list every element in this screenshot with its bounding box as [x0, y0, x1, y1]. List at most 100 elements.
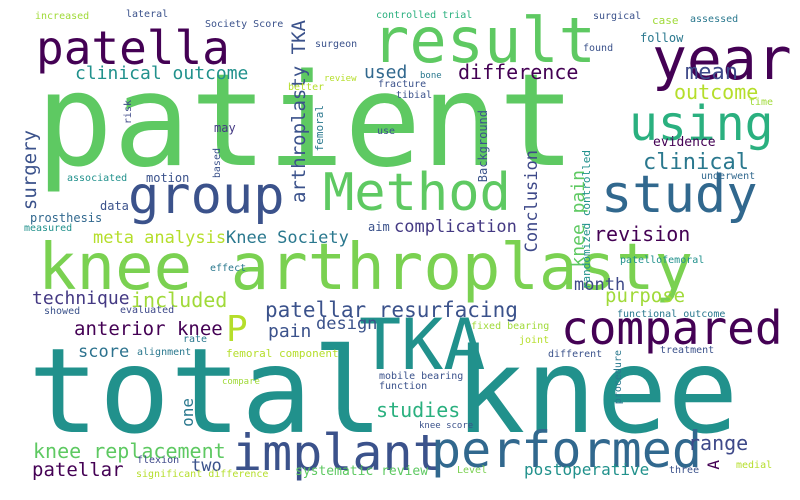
word-patellar: patellar — [32, 459, 124, 481]
word-method: Method — [323, 163, 511, 223]
word-using: using — [629, 96, 774, 152]
word-increased: increased — [35, 11, 90, 22]
word-month: month — [574, 275, 626, 295]
word-alignment: alignment — [137, 347, 192, 358]
word-aim: aim — [368, 220, 390, 234]
word-group: group — [128, 166, 285, 226]
word-significant-difference: significant difference — [136, 469, 269, 480]
word-year: year — [652, 25, 792, 93]
word-design: design — [316, 314, 378, 334]
word-randomized-controlled: randomized controlled — [580, 150, 593, 290]
word-difference: difference — [458, 60, 579, 84]
word-purpose: purpose — [605, 285, 686, 307]
word-surgery: surgery — [19, 130, 41, 211]
word-better: better — [288, 82, 325, 93]
word-femoral: femoral — [313, 105, 326, 152]
word-three: three — [669, 465, 700, 476]
word-underwent: underwent — [701, 171, 756, 182]
word-studies: studies — [376, 398, 461, 422]
word-flexion: flexion — [137, 455, 180, 466]
word-knee-society: Knee Society — [226, 228, 349, 248]
word-outcome: outcome — [674, 80, 759, 104]
word-rate: rate — [183, 334, 208, 345]
word-treatment: treatment — [660, 345, 715, 356]
word-surgical: surgical — [593, 11, 642, 22]
word-bone: bone — [420, 71, 442, 81]
word-knee-arthroplasty: knee arthroplasty — [38, 231, 694, 305]
word-functional-outcome: functional outcome — [617, 309, 726, 320]
word-complication: complication — [394, 217, 517, 237]
word-a: A — [704, 460, 723, 470]
word-level: Level — [457, 465, 488, 476]
word-based: based — [212, 148, 223, 179]
word-tibial: tibial — [396, 90, 433, 101]
word-compared: compared — [561, 301, 783, 355]
word-clinical: clinical — [643, 150, 749, 175]
word-found: found — [583, 43, 614, 54]
word-systematic-review: systematic review — [295, 464, 429, 479]
word-study: study — [601, 165, 758, 225]
word-evidence: evidence — [653, 135, 716, 150]
word-measured: measured — [24, 223, 73, 234]
word-controlled-trial: controlled trial — [376, 10, 473, 21]
word-patellofemoral: patellofemoral — [620, 255, 705, 266]
word-fixed-bearing: fixed bearing — [471, 321, 550, 332]
word-pain: pain — [268, 321, 312, 342]
word-compare: compare — [222, 377, 260, 387]
word-prosthesis: prosthesis — [30, 211, 103, 225]
word-function: function — [379, 381, 428, 392]
word-clinical-outcome: clinical outcome — [75, 63, 249, 84]
word-procedure: procedure — [613, 350, 624, 405]
word-patella: patella — [36, 21, 230, 75]
word-time: time — [749, 97, 774, 108]
word-anterior-knee: anterior knee — [74, 318, 223, 340]
word-review: review — [324, 74, 357, 84]
word-postoperative: postoperative — [524, 460, 650, 479]
word-effect: effect — [210, 263, 247, 274]
word-mobile-bearing: mobile bearing — [379, 371, 464, 382]
word-two: two — [191, 456, 222, 476]
word-surgeon: surgeon — [315, 39, 358, 50]
word-knee-replacement: knee replacement — [33, 439, 226, 463]
word-case: case — [652, 14, 679, 27]
word-included: included — [131, 288, 228, 312]
word-data: data — [100, 199, 129, 213]
word-meta-analysis: meta analysis — [93, 228, 227, 248]
word-may: may — [214, 121, 236, 135]
word-used: used — [364, 62, 408, 83]
word-background: Background — [476, 110, 490, 183]
word-arthroplasty-tka: arthroplasty TKA — [288, 20, 310, 204]
word-showed: showed — [44, 306, 81, 317]
word-mean: mean — [685, 60, 738, 85]
word-fracture: fracture — [378, 79, 427, 90]
word-patellar-resurfacing: patellar resurfacing — [265, 298, 518, 322]
word-femoral-component: femoral component — [226, 347, 339, 360]
word-conclusion: Conclusion — [522, 150, 542, 253]
word-revision: revision — [594, 222, 691, 246]
word-score: score — [78, 342, 130, 362]
word-joint: joint — [519, 335, 550, 346]
word-technique: technique — [32, 288, 130, 309]
word-associated: associated — [67, 173, 128, 184]
word-motion: motion — [146, 171, 190, 185]
word-total-knee: total knee — [28, 322, 739, 460]
word-knee-score: knee score — [419, 421, 474, 431]
word-result: result — [372, 4, 596, 77]
word-lateral: lateral — [126, 9, 169, 20]
word-follow: follow — [640, 31, 684, 45]
word-medial: medial — [736, 460, 773, 471]
word-different: different — [548, 349, 603, 360]
word-performed: performed — [431, 421, 702, 479]
word-use: use — [377, 126, 396, 137]
word-evaluated: evaluated — [120, 305, 175, 316]
word-patient: patient — [36, 47, 576, 196]
word-p: P — [226, 309, 248, 350]
word-assessed: assessed — [690, 14, 739, 25]
word-tka: TKA — [359, 304, 486, 386]
word-range: range — [688, 431, 749, 455]
word-implant: implant — [232, 424, 443, 482]
word-risk: risk — [123, 100, 134, 125]
word-one: one — [178, 398, 197, 427]
word-society-score: Society Score — [205, 19, 284, 30]
